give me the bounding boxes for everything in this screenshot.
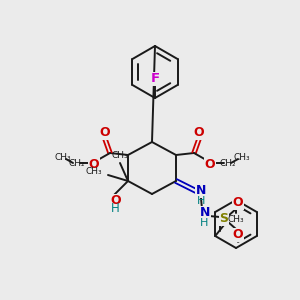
Text: O: O bbox=[111, 194, 121, 208]
Text: CH₂: CH₂ bbox=[69, 158, 85, 167]
Text: O: O bbox=[89, 158, 99, 170]
Text: N: N bbox=[200, 206, 210, 220]
Text: CH₂: CH₂ bbox=[220, 158, 236, 167]
Text: H: H bbox=[197, 196, 205, 206]
Text: H: H bbox=[111, 202, 119, 215]
Text: H: H bbox=[200, 218, 208, 228]
Text: F: F bbox=[150, 73, 160, 85]
Text: CH₃: CH₃ bbox=[112, 151, 128, 160]
Text: O: O bbox=[233, 196, 243, 209]
Text: O: O bbox=[100, 127, 110, 140]
Text: O: O bbox=[194, 127, 204, 140]
Text: N: N bbox=[196, 184, 206, 197]
Text: CH₃: CH₃ bbox=[228, 214, 244, 224]
Text: CH₃: CH₃ bbox=[85, 167, 102, 176]
Text: O: O bbox=[233, 229, 243, 242]
Text: CH₃: CH₃ bbox=[55, 154, 71, 163]
Text: O: O bbox=[205, 158, 215, 170]
Text: S: S bbox=[220, 212, 229, 226]
Text: CH₃: CH₃ bbox=[234, 154, 250, 163]
